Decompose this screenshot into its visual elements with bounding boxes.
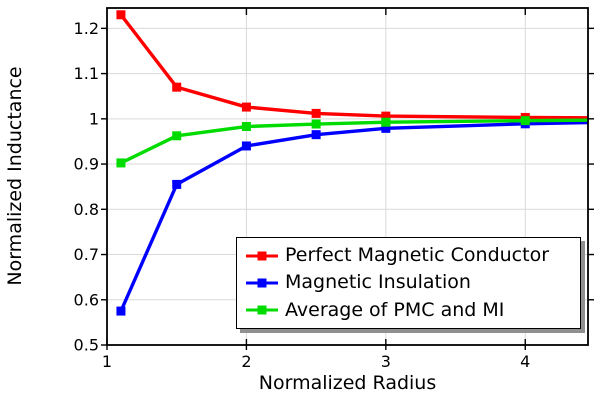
svg-text:0.5: 0.5 bbox=[74, 336, 99, 355]
svg-text:0.6: 0.6 bbox=[74, 290, 99, 309]
legend-label-mi: Magnetic Insulation bbox=[285, 271, 471, 294]
svg-text:1.1: 1.1 bbox=[74, 64, 99, 83]
svg-text:0.9: 0.9 bbox=[74, 155, 99, 174]
svg-text:4: 4 bbox=[520, 352, 530, 371]
svg-text:3: 3 bbox=[381, 352, 391, 371]
legend-item-mi: Magnetic Insulation bbox=[245, 273, 574, 292]
x-axis-title: Normalized Radius bbox=[258, 372, 437, 394]
legend-item-pmc: Perfect Magnetic Conductor bbox=[245, 246, 574, 265]
legend-item-average: Average of PMC and MI bbox=[245, 298, 574, 321]
mi-line-marker-icon bbox=[246, 278, 278, 288]
svg-text:1: 1 bbox=[89, 109, 99, 128]
average-line-marker-icon bbox=[246, 305, 278, 315]
legend-label-pmc: Perfect Magnetic Conductor bbox=[285, 244, 550, 267]
legend-label-average: Average of PMC and MI bbox=[285, 298, 505, 321]
y-axis-title: Normalized Inductance bbox=[4, 66, 26, 286]
pmc-line-marker-icon bbox=[246, 251, 278, 261]
svg-text:1: 1 bbox=[102, 352, 112, 371]
svg-text:1.2: 1.2 bbox=[74, 19, 99, 38]
svg-text:0.7: 0.7 bbox=[74, 245, 99, 264]
legend: Perfect Magnetic Conductor Magnetic Insu… bbox=[236, 237, 581, 329]
svg-text:2: 2 bbox=[241, 352, 251, 371]
svg-text:0.8: 0.8 bbox=[74, 200, 99, 219]
